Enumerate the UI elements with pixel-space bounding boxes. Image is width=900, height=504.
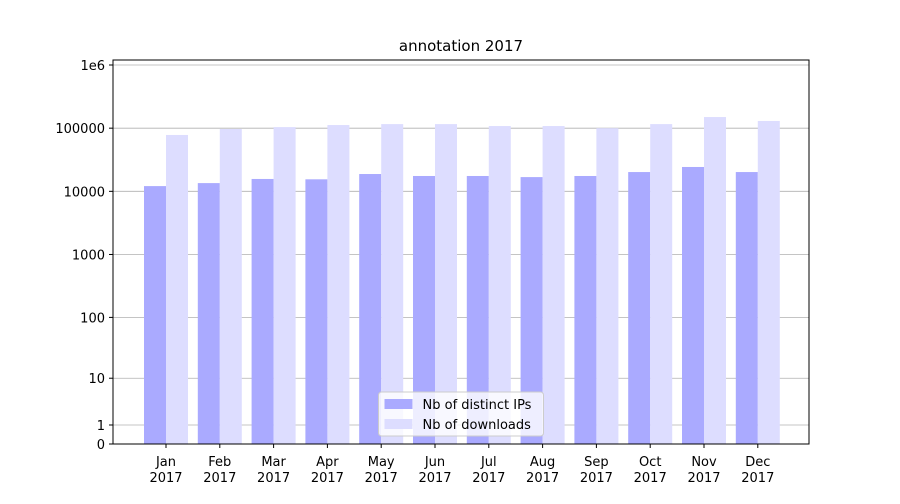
bar (327, 125, 350, 445)
bar (520, 177, 543, 444)
x-tick-label: Feb 2017 (203, 455, 236, 486)
bar (542, 126, 565, 444)
y-tick-label: 100000 (55, 122, 105, 137)
bar (359, 174, 382, 445)
x-tick-label: Jan 2017 (149, 455, 182, 486)
x-tick-label: Jul 2017 (472, 455, 505, 486)
bar (381, 124, 404, 445)
bar (596, 128, 619, 445)
x-tick-label: Mar 2017 (257, 455, 290, 486)
y-tick-label: 1e6 (80, 59, 105, 74)
plot-frame (112, 59, 810, 445)
bar (757, 120, 780, 445)
x-tick-label: May 2017 (365, 455, 398, 486)
bar (251, 178, 274, 445)
y-tick-label: 10000 (64, 185, 105, 200)
bar (735, 172, 758, 444)
bar (466, 175, 489, 444)
bar (273, 127, 296, 445)
bar (197, 183, 220, 444)
legend-box (378, 391, 544, 437)
y-tick-label: 10 (88, 372, 105, 387)
bar (413, 175, 435, 444)
legend-swatch (384, 399, 413, 409)
y-tick-label: 100 (80, 311, 105, 326)
x-tick-label: Nov 2017 (687, 455, 720, 486)
legend-label: Nb of downloads (423, 418, 532, 433)
legend-label: Nb of distinct IPs (423, 398, 532, 413)
bar (219, 129, 242, 445)
bar (144, 186, 166, 444)
x-tick-label: Apr 2017 (311, 455, 344, 486)
bar (305, 179, 328, 445)
bar (166, 134, 188, 445)
x-tick-label: Jun 2017 (418, 455, 451, 486)
bar (704, 117, 726, 445)
bar (650, 124, 673, 445)
legend-swatch (384, 419, 413, 429)
bar (488, 126, 511, 444)
x-tick-label: Dec 2017 (741, 455, 774, 486)
x-tick-label: Sep 2017 (580, 455, 613, 486)
bar (682, 166, 704, 444)
y-tick-label: 1 (97, 419, 105, 434)
chart-title: annotation 2017 (399, 37, 523, 55)
legend: Nb of distinct IPs Nb of downloads (378, 391, 544, 437)
bar (628, 172, 651, 444)
x-tick-label: Aug 2017 (526, 455, 559, 486)
y-tick-label: 1000 (72, 248, 105, 263)
x-tick-label: Oct 2017 (634, 455, 667, 486)
y-tick-label: 0 (97, 438, 105, 453)
bar (574, 175, 597, 444)
bar (435, 124, 457, 445)
